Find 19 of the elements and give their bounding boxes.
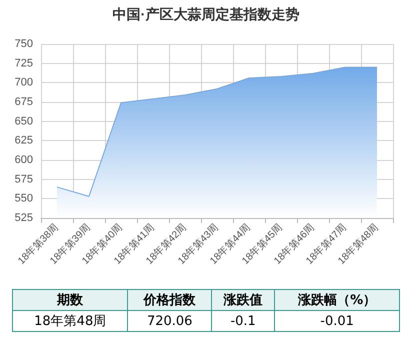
text: -0.1 (230, 314, 256, 328)
y-tick-label: 550 (14, 192, 33, 205)
chart-title: 中国·产区大蒜周定基指数走势 (112, 6, 300, 22)
text: 18年第48周 (34, 314, 106, 329)
y-tick-label: 675 (14, 96, 33, 108)
category-label: 价格指数 (128, 290, 212, 310)
y-tick-label: 750 (14, 38, 33, 50)
category-label: 涨跌值 (212, 290, 275, 310)
y-tick-label: 725 (14, 57, 33, 70)
text: -0.01 (320, 314, 354, 328)
y-tick-label: 700 (14, 76, 33, 89)
y-tick-label: 575 (14, 173, 33, 186)
y-tick-label: 525 (14, 212, 33, 224)
y-tick-label: 600 (14, 154, 33, 166)
y-tick-label: 650 (14, 115, 33, 128)
y-tick-label: 625 (14, 134, 33, 147)
category-label: 期数 (12, 290, 128, 310)
category-label: 涨跌幅（%） (274, 290, 400, 310)
text: 720.06 (146, 314, 192, 328)
